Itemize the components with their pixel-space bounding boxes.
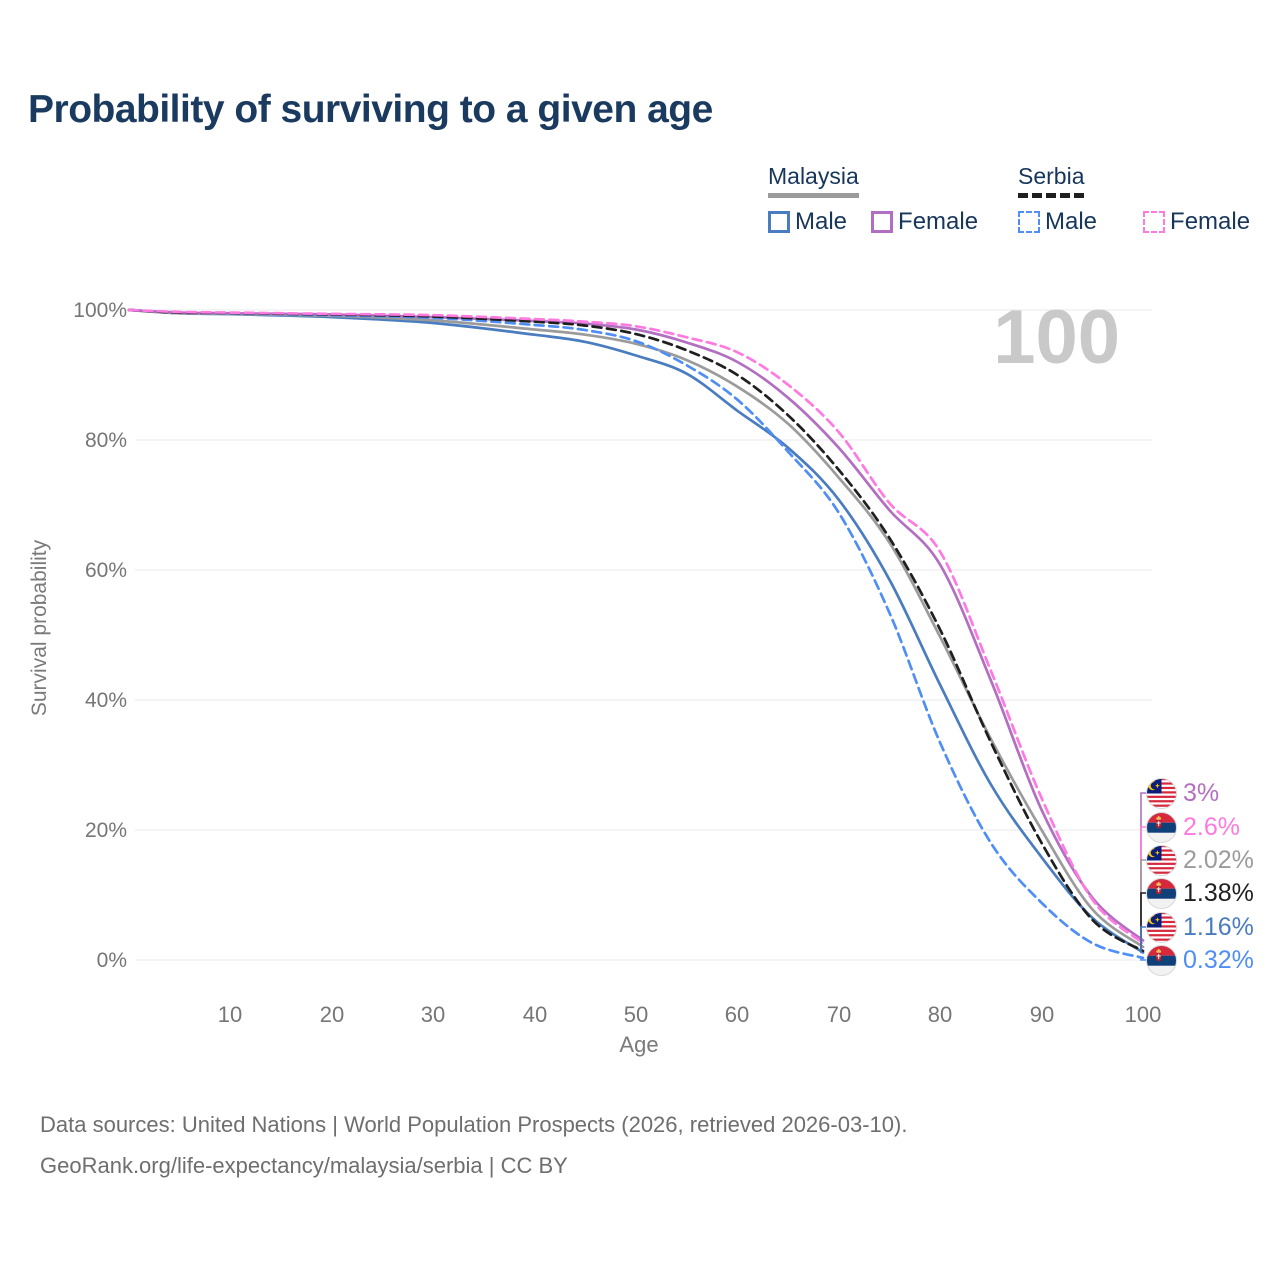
end-label-value: 1.16% bbox=[1183, 912, 1254, 941]
x-axis-title: Age bbox=[619, 1032, 658, 1057]
malaysia-total-line-swatch bbox=[768, 193, 859, 198]
y-tick-label: 100% bbox=[73, 299, 127, 322]
x-tick-label: 20 bbox=[320, 1002, 344, 1027]
gridlines bbox=[135, 309, 1152, 961]
serbia-female-swatch bbox=[1143, 211, 1166, 233]
legend-country-label: Malaysia bbox=[768, 163, 859, 189]
end-label-serbia-male: 0.32% bbox=[1146, 944, 1254, 976]
legend-items-serbia: Male Female bbox=[1018, 208, 1250, 236]
legend-item-label: Female bbox=[898, 208, 979, 235]
x-tick-label: 30 bbox=[421, 1002, 445, 1027]
serbia-flag-icon bbox=[1146, 878, 1177, 909]
legend-country-malaysia[interactable]: Malaysia bbox=[768, 163, 859, 198]
legend-group-serbia: Serbia Male Female bbox=[1018, 163, 1250, 236]
x-tick-label: 90 bbox=[1030, 1002, 1054, 1027]
malaysia-flag-icon bbox=[1146, 778, 1177, 809]
series-line-serbia-male[interactable] bbox=[127, 308, 1145, 960]
series-line-serbia-all[interactable] bbox=[127, 308, 1145, 953]
malaysia-female-swatch bbox=[871, 211, 894, 233]
x-tick-label: 50 bbox=[624, 1002, 648, 1027]
legend-item-malaysia-female[interactable]: Female bbox=[871, 208, 978, 236]
end-label-malaysia-male: 1.16% bbox=[1146, 911, 1254, 943]
curves-layer bbox=[127, 308, 1145, 960]
x-tick-label: 10 bbox=[218, 1002, 242, 1027]
footer-line-1: Data sources: United Nations | World Pop… bbox=[40, 1112, 908, 1137]
x-tick-label: 70 bbox=[827, 1002, 851, 1027]
footer-line-2: GeoRank.org/life-expectancy/malaysia/ser… bbox=[40, 1153, 568, 1178]
end-label-serbia-all: 1.38% bbox=[1146, 877, 1254, 909]
end-label-value: 2.6% bbox=[1183, 812, 1240, 841]
serbia-total-line-swatch bbox=[1018, 193, 1085, 198]
leader-line-serbia-all bbox=[1140, 892, 1146, 952]
x-tick-label: 80 bbox=[928, 1002, 952, 1027]
legend-item-label: Male bbox=[1045, 208, 1098, 235]
end-label-malaysia-female: 3% bbox=[1146, 777, 1219, 809]
series-line-malaysia-all[interactable] bbox=[127, 308, 1145, 949]
legend-item-serbia-female[interactable]: Female bbox=[1143, 208, 1250, 236]
leader-line-serbia-male bbox=[1140, 957, 1146, 961]
y-axis: 0% 20% 40% 60% 80% 100% Survival probabi… bbox=[28, 299, 127, 972]
x-tick-label: 40 bbox=[523, 1002, 547, 1027]
legend-item-malaysia-male[interactable]: Male bbox=[768, 208, 847, 236]
x-axis: 10 20 30 40 50 60 70 80 90 100 Age bbox=[218, 1002, 1162, 1057]
end-label-value: 0.32% bbox=[1183, 945, 1254, 974]
legend-item-label: Female bbox=[1170, 208, 1251, 235]
x-tick-label: 60 bbox=[725, 1002, 749, 1027]
legend-group-malaysia: Malaysia Male Female bbox=[768, 163, 978, 236]
y-axis-title: Survival probability bbox=[28, 539, 51, 716]
y-tick-label: 60% bbox=[85, 559, 127, 582]
y-tick-label: 20% bbox=[85, 819, 127, 842]
end-label-malaysia-all: 2.02% bbox=[1146, 844, 1254, 876]
series-line-malaysia-female[interactable] bbox=[127, 308, 1145, 942]
series-line-malaysia-male[interactable] bbox=[127, 308, 1145, 954]
page-title: Probability of surviving to a given age bbox=[28, 88, 713, 131]
x-tick-label: 100 bbox=[1125, 1002, 1162, 1027]
end-label-value: 1.38% bbox=[1183, 878, 1254, 907]
malaysia-male-swatch bbox=[768, 211, 790, 233]
legend-item-label: Male bbox=[795, 208, 848, 235]
serbia-male-swatch bbox=[1018, 211, 1040, 233]
end-label-value: 3% bbox=[1183, 778, 1220, 807]
end-label-value: 2.02% bbox=[1183, 845, 1254, 874]
data-sources-footer: Data sources: United Nations | World Pop… bbox=[40, 1104, 907, 1186]
serbia-flag-icon bbox=[1146, 945, 1177, 976]
y-tick-label: 0% bbox=[97, 949, 127, 972]
serbia-flag-icon bbox=[1146, 812, 1177, 843]
leader-line-malaysia-male bbox=[1140, 926, 1146, 954]
y-tick-label: 80% bbox=[85, 429, 127, 452]
malaysia-flag-icon bbox=[1146, 845, 1177, 876]
age-watermark: 100 bbox=[993, 295, 1120, 380]
legend-country-serbia[interactable]: Serbia bbox=[1018, 163, 1085, 198]
end-label-serbia-female: 2.6% bbox=[1146, 811, 1240, 843]
y-tick-label: 40% bbox=[85, 689, 127, 712]
legend-items-malaysia: Male Female bbox=[768, 208, 978, 236]
legend-item-serbia-male[interactable]: Male bbox=[1018, 208, 1097, 236]
connector-layer bbox=[1140, 792, 1146, 961]
malaysia-flag-icon bbox=[1146, 912, 1177, 943]
legend-country-label: Serbia bbox=[1018, 163, 1085, 189]
series-line-serbia-female[interactable] bbox=[127, 308, 1145, 945]
